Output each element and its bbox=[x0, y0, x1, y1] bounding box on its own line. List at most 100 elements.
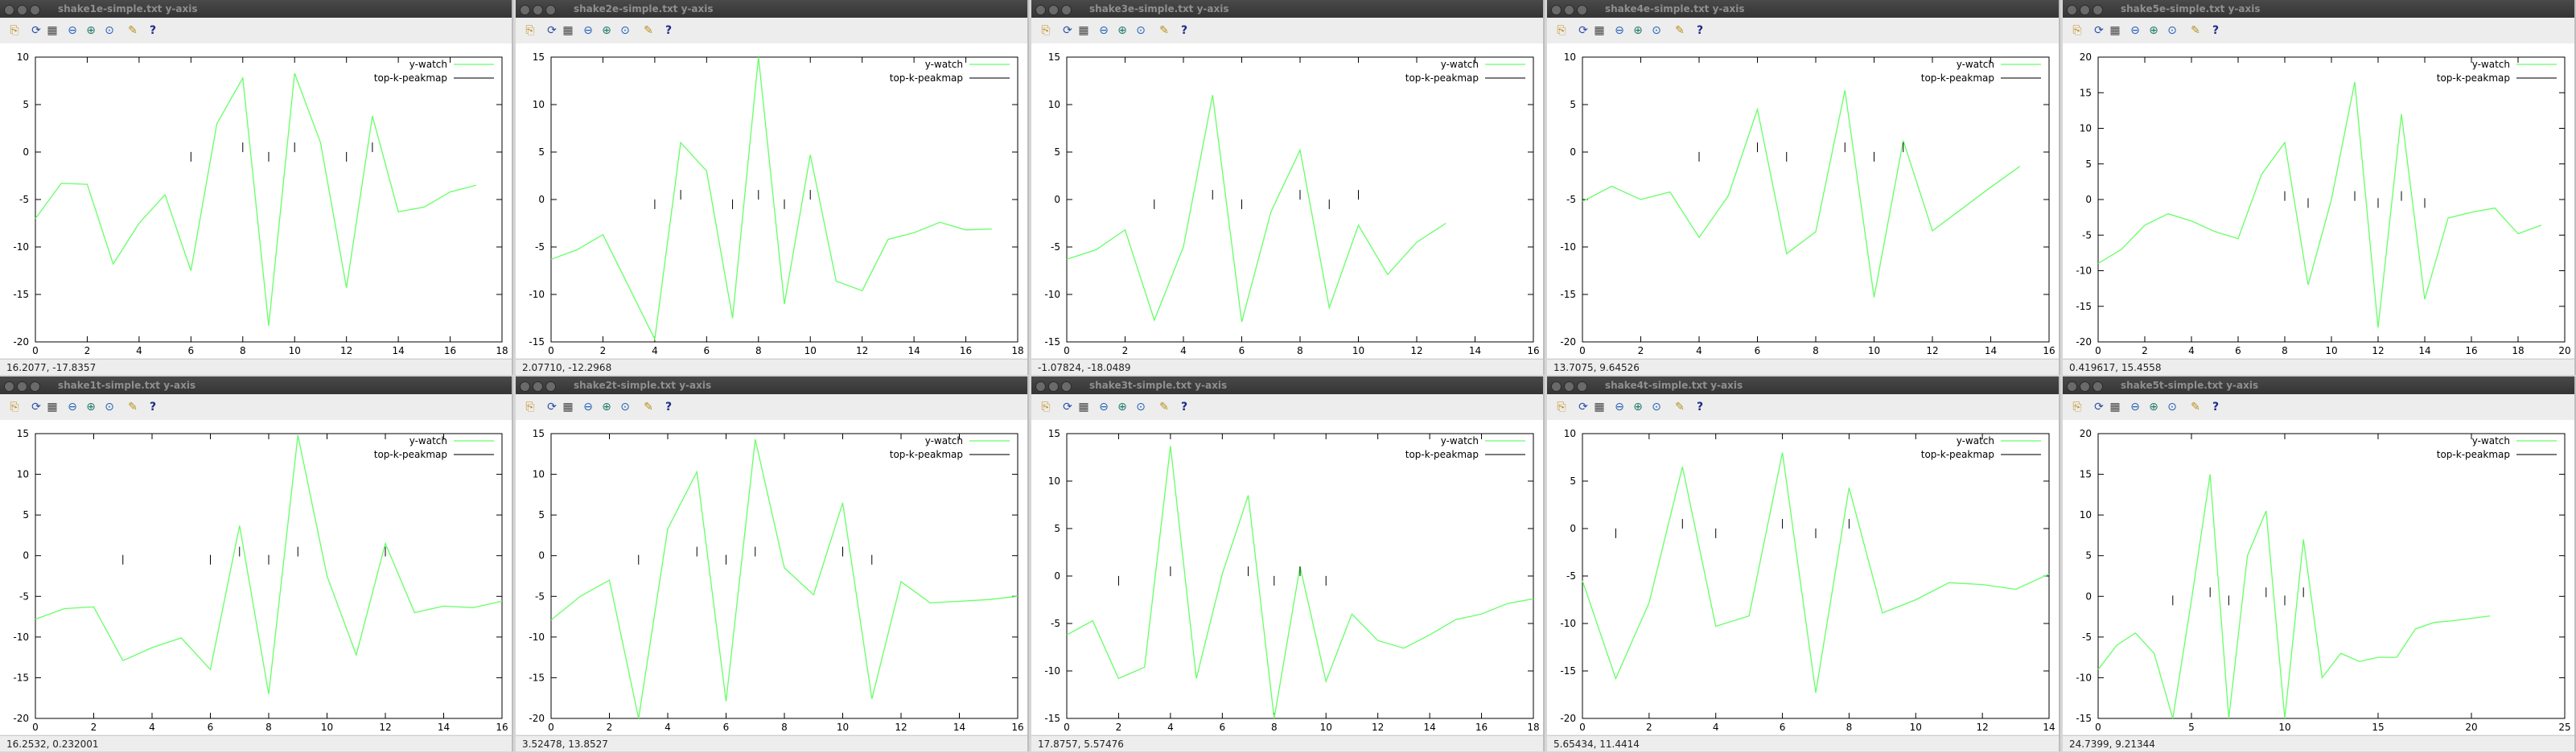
zoom-next-icon[interactable]: ⊕ bbox=[1633, 401, 1643, 414]
close-button[interactable] bbox=[520, 5, 530, 15]
close-button[interactable] bbox=[520, 381, 530, 392]
plot-area[interactable]: 0 2 4 6 8 10 12 14 16 18 20 -20 -15 -10 -5 0 5 10 15 20 y-wa… bbox=[2063, 43, 2574, 358]
ruler-icon[interactable]: ✎ bbox=[128, 401, 138, 414]
grid-icon[interactable]: ▦ bbox=[2109, 401, 2121, 414]
close-button[interactable] bbox=[1035, 5, 1046, 15]
maximize-button[interactable] bbox=[1577, 381, 1587, 392]
maximize-button[interactable] bbox=[2092, 5, 2103, 15]
help-icon[interactable]: ? bbox=[1180, 401, 1188, 414]
grid-icon[interactable]: ▦ bbox=[1594, 401, 1605, 414]
zoom-previous-icon[interactable]: ⊖ bbox=[1099, 24, 1109, 37]
help-icon[interactable]: ? bbox=[1696, 24, 1704, 37]
autoscale-icon[interactable]: ⊙ bbox=[1136, 401, 1146, 414]
close-button[interactable] bbox=[1551, 381, 1562, 392]
zoom-previous-icon[interactable]: ⊖ bbox=[2130, 24, 2140, 37]
autoscale-icon[interactable]: ⊙ bbox=[2167, 24, 2177, 37]
zoom-previous-icon[interactable]: ⊖ bbox=[1099, 401, 1109, 414]
help-icon[interactable]: ? bbox=[665, 401, 673, 414]
copy-icon[interactable]: ⎘ bbox=[525, 24, 535, 37]
close-button[interactable] bbox=[4, 381, 14, 392]
minimize-button[interactable] bbox=[17, 5, 27, 15]
copy-icon[interactable]: ⎘ bbox=[2072, 401, 2082, 414]
minimize-button[interactable] bbox=[2080, 381, 2090, 392]
copy-icon[interactable]: ⎘ bbox=[10, 24, 19, 37]
minimize-button[interactable] bbox=[17, 381, 27, 392]
zoom-next-icon[interactable]: ⊕ bbox=[2149, 24, 2158, 37]
maximize-button[interactable] bbox=[30, 381, 40, 392]
minimize-button[interactable] bbox=[1048, 381, 1059, 392]
maximize-button[interactable] bbox=[30, 5, 40, 15]
ruler-icon[interactable]: ✎ bbox=[1675, 24, 1685, 37]
copy-icon[interactable]: ⎘ bbox=[10, 401, 19, 414]
plot-area[interactable]: 0 2 4 6 8 10 12 14 16 -20 -15 -10 -5 0 5 10 y-watch top-k… bbox=[1547, 43, 2059, 358]
close-button[interactable] bbox=[2067, 381, 2077, 392]
zoom-next-icon[interactable]: ⊕ bbox=[2149, 401, 2158, 414]
zoom-next-icon[interactable]: ⊕ bbox=[86, 401, 96, 414]
zoom-next-icon[interactable]: ⊕ bbox=[602, 24, 611, 37]
minimize-button[interactable] bbox=[533, 5, 543, 15]
zoom-next-icon[interactable]: ⊕ bbox=[1117, 401, 1127, 414]
replot-icon[interactable]: ⟳ bbox=[1063, 24, 1072, 37]
replot-icon[interactable]: ⟳ bbox=[2094, 401, 2104, 414]
plot-area[interactable]: 0 2 4 6 8 10 12 14 16 18 -15 -10 -5 0 5 10 15 y-watch top-… bbox=[1031, 420, 1543, 734]
minimize-button[interactable] bbox=[1564, 5, 1574, 15]
replot-icon[interactable]: ⟳ bbox=[1063, 401, 1072, 414]
maximize-button[interactable] bbox=[1061, 381, 1072, 392]
ruler-icon[interactable]: ✎ bbox=[2191, 401, 2200, 414]
help-icon[interactable]: ? bbox=[149, 24, 157, 37]
grid-icon[interactable]: ▦ bbox=[562, 401, 574, 414]
minimize-button[interactable] bbox=[1564, 381, 1574, 392]
zoom-previous-icon[interactable]: ⊖ bbox=[1615, 401, 1624, 414]
ruler-icon[interactable]: ✎ bbox=[1159, 24, 1169, 37]
help-icon[interactable]: ? bbox=[2212, 24, 2220, 37]
zoom-next-icon[interactable]: ⊕ bbox=[1633, 24, 1643, 37]
maximize-button[interactable] bbox=[545, 5, 556, 15]
maximize-button[interactable] bbox=[1061, 5, 1072, 15]
replot-icon[interactable]: ⟳ bbox=[1578, 24, 1588, 37]
ruler-icon[interactable]: ✎ bbox=[1675, 401, 1685, 414]
autoscale-icon[interactable]: ⊙ bbox=[1652, 401, 1661, 414]
autoscale-icon[interactable]: ⊙ bbox=[105, 24, 114, 37]
ruler-icon[interactable]: ✎ bbox=[644, 24, 653, 37]
plot-area[interactable]: 0 2 4 6 8 10 12 14 16 18 -20 -15 -10 -5 0 5 10 y-watch top… bbox=[0, 43, 512, 358]
autoscale-icon[interactable]: ⊙ bbox=[1652, 24, 1661, 37]
copy-icon[interactable]: ⎘ bbox=[1041, 24, 1051, 37]
zoom-next-icon[interactable]: ⊕ bbox=[602, 401, 611, 414]
autoscale-icon[interactable]: ⊙ bbox=[620, 401, 630, 414]
grid-icon[interactable]: ▦ bbox=[2109, 24, 2121, 37]
copy-icon[interactable]: ⎘ bbox=[1557, 401, 1566, 414]
ruler-icon[interactable]: ✎ bbox=[2191, 24, 2200, 37]
maximize-button[interactable] bbox=[1577, 5, 1587, 15]
copy-icon[interactable]: ⎘ bbox=[1041, 401, 1051, 414]
ruler-icon[interactable]: ✎ bbox=[644, 401, 653, 414]
close-button[interactable] bbox=[1035, 381, 1046, 392]
replot-icon[interactable]: ⟳ bbox=[547, 401, 557, 414]
grid-icon[interactable]: ▦ bbox=[1078, 401, 1089, 414]
help-icon[interactable]: ? bbox=[149, 401, 157, 414]
autoscale-icon[interactable]: ⊙ bbox=[1136, 24, 1146, 37]
grid-icon[interactable]: ▦ bbox=[47, 24, 58, 37]
help-icon[interactable]: ? bbox=[2212, 401, 2220, 414]
minimize-button[interactable] bbox=[1048, 5, 1059, 15]
minimize-button[interactable] bbox=[533, 381, 543, 392]
grid-icon[interactable]: ▦ bbox=[1594, 24, 1605, 37]
zoom-previous-icon[interactable]: ⊖ bbox=[2130, 401, 2140, 414]
plot-area[interactable]: 0 5 10 15 20 25 -15 -10 -5 0 5 10 15 20 y-watch top-k-p… bbox=[2063, 420, 2574, 734]
autoscale-icon[interactable]: ⊙ bbox=[620, 24, 630, 37]
zoom-next-icon[interactable]: ⊕ bbox=[86, 24, 96, 37]
zoom-previous-icon[interactable]: ⊖ bbox=[1615, 24, 1624, 37]
close-button[interactable] bbox=[2067, 5, 2077, 15]
grid-icon[interactable]: ▦ bbox=[47, 401, 58, 414]
grid-icon[interactable]: ▦ bbox=[562, 24, 574, 37]
zoom-previous-icon[interactable]: ⊖ bbox=[583, 24, 593, 37]
autoscale-icon[interactable]: ⊙ bbox=[2167, 401, 2177, 414]
plot-area[interactable]: 0 2 4 6 8 10 12 14 16 18 -15 -10 -5 0 5 10 15 y-watch top-… bbox=[516, 43, 1027, 358]
help-icon[interactable]: ? bbox=[1696, 401, 1704, 414]
close-button[interactable] bbox=[1551, 5, 1562, 15]
replot-icon[interactable]: ⟳ bbox=[547, 24, 557, 37]
maximize-button[interactable] bbox=[2092, 381, 2103, 392]
zoom-next-icon[interactable]: ⊕ bbox=[1117, 24, 1127, 37]
copy-icon[interactable]: ⎘ bbox=[1557, 24, 1566, 37]
replot-icon[interactable]: ⟳ bbox=[1578, 401, 1588, 414]
replot-icon[interactable]: ⟳ bbox=[31, 401, 41, 414]
